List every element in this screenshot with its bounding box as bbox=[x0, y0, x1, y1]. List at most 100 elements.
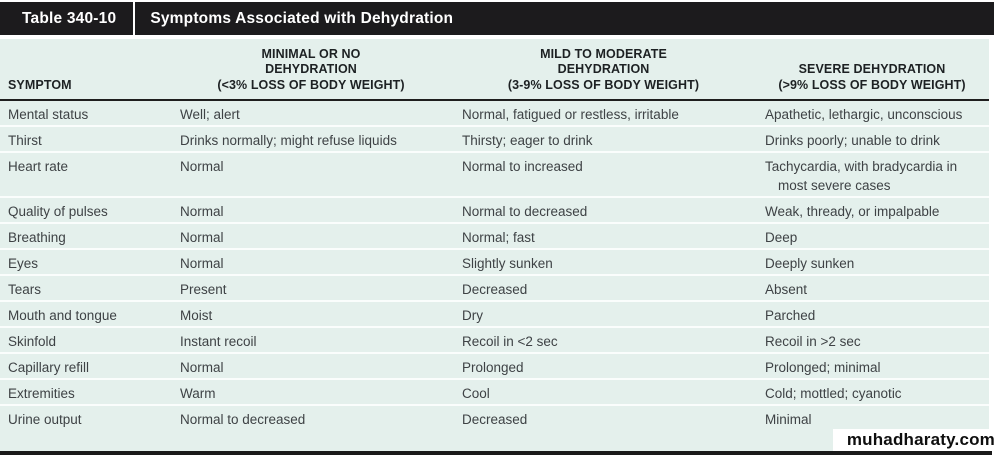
mild-moderate-dehydration-cell: Normal, fatigued or restless, irritable bbox=[452, 101, 755, 125]
column-header-symptom: SYMPTOM bbox=[8, 77, 72, 92]
symptom-cell: Skinfold bbox=[0, 328, 170, 352]
severe-dehydration-value: Absent bbox=[765, 282, 808, 297]
minimal-dehydration-cell: Warm bbox=[170, 380, 452, 404]
table-body: Mental status Well; alert Normal, fatigu… bbox=[0, 101, 989, 432]
severe-dehydration-cell: Parched bbox=[755, 302, 989, 326]
symptom-label: Quality of pulses bbox=[8, 204, 108, 219]
severe-dehydration-value: Apathetic, lethargic, unconscious bbox=[765, 107, 963, 122]
severe-dehydration-cell: Tachycardia, with bradycardia in most se… bbox=[755, 153, 989, 196]
mild-moderate-dehydration-cell: Thirsty; eager to drink bbox=[452, 127, 755, 151]
minimal-dehydration-value: Well; alert bbox=[180, 107, 240, 122]
symptom-cell: Capillary refill bbox=[0, 354, 170, 378]
table-row: Tears Present Decreased Absent bbox=[0, 276, 989, 302]
mild-moderate-dehydration-value: Normal to decreased bbox=[462, 204, 588, 219]
table-row: Thirst Drinks normally; might refuse liq… bbox=[0, 127, 989, 153]
title-divider bbox=[133, 2, 136, 35]
table-caption-bar: Table 340-10 Symptoms Associated with De… bbox=[0, 2, 994, 35]
mild-moderate-dehydration-value: Slightly sunken bbox=[462, 256, 553, 271]
mild-moderate-dehydration-cell: Slightly sunken bbox=[452, 250, 755, 274]
minimal-dehydration-value: Moist bbox=[180, 308, 213, 323]
minimal-dehydration-cell: Well; alert bbox=[170, 101, 452, 125]
severe-dehydration-cell: Weak, thready, or impalpable bbox=[755, 198, 989, 222]
mild-moderate-dehydration-value: Normal, fatigued or restless, irritable bbox=[462, 107, 679, 122]
symptom-label: Skinfold bbox=[8, 334, 57, 349]
minimal-dehydration-cell: Normal bbox=[170, 354, 452, 378]
symptom-label: Heart rate bbox=[8, 159, 69, 174]
symptom-label: Urine output bbox=[8, 412, 82, 427]
minimal-dehydration-cell: Normal bbox=[170, 224, 452, 248]
minimal-dehydration-cell: Normal bbox=[170, 198, 452, 222]
column-header-mild-moderate-dehydration: MILD TO MODERATE DEHYDRATION (3-9% LOSS … bbox=[507, 46, 700, 92]
severe-dehydration-cell: Prolonged; minimal bbox=[755, 354, 989, 378]
symptom-label: Mouth and tongue bbox=[8, 308, 117, 323]
mild-moderate-dehydration-cell: Cool bbox=[452, 380, 755, 404]
minimal-dehydration-cell: Moist bbox=[170, 302, 452, 326]
severe-dehydration-value: Minimal bbox=[765, 412, 812, 427]
symptom-cell: Mouth and tongue bbox=[0, 302, 170, 326]
table-header-row: SYMPTOM MINIMAL OR NO DEHYDRATION (<3% L… bbox=[0, 39, 989, 101]
severe-dehydration-cell: Deeply sunken bbox=[755, 250, 989, 274]
mild-moderate-dehydration-value: Normal to increased bbox=[462, 159, 583, 174]
symptom-cell: Eyes bbox=[0, 250, 170, 274]
mild-moderate-dehydration-cell: Normal to increased bbox=[452, 153, 755, 196]
severe-dehydration-value: Cold; mottled; cyanotic bbox=[765, 386, 902, 401]
severe-dehydration-cell: Recoil in >2 sec bbox=[755, 328, 989, 352]
symptom-label: Thirst bbox=[8, 133, 42, 148]
severe-dehydration-value: Parched bbox=[765, 308, 816, 323]
severe-dehydration-value: Tachycardia, with bradycardia in most se… bbox=[765, 159, 958, 193]
table-row: Capillary refill Normal Prolonged Prolon… bbox=[0, 354, 989, 380]
table-row: Extremities Warm Cool Cold; mottled; cya… bbox=[0, 380, 989, 406]
table-row: Mouth and tongue Moist Dry Parched bbox=[0, 302, 989, 328]
mild-moderate-dehydration-value: Recoil in <2 sec bbox=[462, 334, 558, 349]
mild-moderate-dehydration-value: Decreased bbox=[462, 282, 528, 297]
minimal-dehydration-cell: Normal bbox=[170, 250, 452, 274]
table-row: Eyes Normal Slightly sunken Deeply sunke… bbox=[0, 250, 989, 276]
table-row: Quality of pulses Normal Normal to decre… bbox=[0, 198, 989, 224]
severe-dehydration-cell: Apathetic, lethargic, unconscious bbox=[755, 101, 989, 125]
mild-moderate-dehydration-cell: Normal to decreased bbox=[452, 198, 755, 222]
bottom-rule bbox=[0, 451, 992, 455]
severe-dehydration-cell: Drinks poorly; unable to drink bbox=[755, 127, 989, 151]
table-row: Heart rate Normal Normal to increased Ta… bbox=[0, 153, 989, 198]
mild-moderate-dehydration-cell: Normal; fast bbox=[452, 224, 755, 248]
minimal-dehydration-cell: Normal bbox=[170, 153, 452, 196]
symptom-label: Eyes bbox=[8, 256, 39, 271]
minimal-dehydration-value: Normal bbox=[180, 230, 224, 245]
minimal-dehydration-cell: Normal to decreased bbox=[170, 406, 452, 432]
symptoms-table: SYMPTOM MINIMAL OR NO DEHYDRATION (<3% L… bbox=[0, 39, 989, 451]
mild-moderate-dehydration-value: Prolonged bbox=[462, 360, 524, 375]
severe-dehydration-value: Deeply sunken bbox=[765, 256, 855, 271]
severe-dehydration-cell: Minimal bbox=[755, 406, 989, 432]
table-row: Skinfold Instant recoil Recoil in <2 sec… bbox=[0, 328, 989, 354]
mild-moderate-dehydration-value: Dry bbox=[462, 308, 483, 323]
table-row: Urine output Normal to decreased Decreas… bbox=[0, 406, 989, 432]
symptom-label: Tears bbox=[8, 282, 42, 297]
mild-moderate-dehydration-value: Thirsty; eager to drink bbox=[462, 133, 593, 148]
severe-dehydration-value: Weak, thready, or impalpable bbox=[765, 204, 940, 219]
minimal-dehydration-value: Instant recoil bbox=[180, 334, 257, 349]
mild-moderate-dehydration-value: Normal; fast bbox=[462, 230, 535, 245]
severe-dehydration-value: Drinks poorly; unable to drink bbox=[765, 133, 940, 148]
watermark: muhadharaty.com bbox=[832, 429, 998, 451]
minimal-dehydration-value: Normal to decreased bbox=[180, 412, 306, 427]
mild-moderate-dehydration-cell: Dry bbox=[452, 302, 755, 326]
severe-dehydration-cell: Absent bbox=[755, 276, 989, 300]
symptom-cell: Heart rate bbox=[0, 153, 170, 196]
table-number: Table 340-10 bbox=[22, 9, 117, 27]
minimal-dehydration-value: Drinks normally; might refuse liquids bbox=[180, 133, 397, 148]
column-header-minimal-dehydration: MINIMAL OR NO DEHYDRATION (<3% LOSS OF B… bbox=[217, 46, 405, 92]
symptom-cell: Mental status bbox=[0, 101, 170, 125]
minimal-dehydration-value: Normal bbox=[180, 204, 224, 219]
mild-moderate-dehydration-cell: Decreased bbox=[452, 406, 755, 432]
minimal-dehydration-value: Warm bbox=[180, 386, 216, 401]
minimal-dehydration-value: Normal bbox=[180, 360, 224, 375]
symptom-cell: Quality of pulses bbox=[0, 198, 170, 222]
mild-moderate-dehydration-value: Cool bbox=[462, 386, 490, 401]
symptom-cell: Urine output bbox=[0, 406, 170, 432]
symptom-label: Breathing bbox=[8, 230, 66, 245]
severe-dehydration-cell: Cold; mottled; cyanotic bbox=[755, 380, 989, 404]
minimal-dehydration-value: Normal bbox=[180, 256, 224, 271]
minimal-dehydration-cell: Drinks normally; might refuse liquids bbox=[170, 127, 452, 151]
symptom-cell: Thirst bbox=[0, 127, 170, 151]
